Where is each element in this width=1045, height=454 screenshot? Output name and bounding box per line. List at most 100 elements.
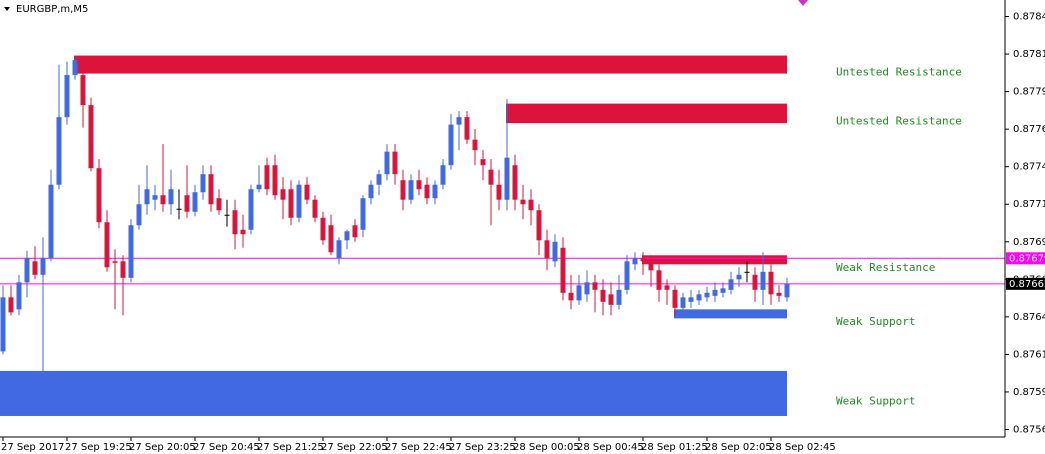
y-tick-label: 0.87765 (1013, 124, 1045, 135)
x-tick-label: 28 Sep 02:05 (705, 442, 772, 453)
candle-body (696, 294, 702, 301)
zone-label: Untested Resistance (836, 114, 962, 127)
candle-body (752, 274, 758, 290)
x-tick-label: 28 Sep 00:45 (577, 442, 644, 453)
x-tick-label: 28 Sep 02:45 (769, 442, 836, 453)
candle-body (456, 117, 462, 125)
candle-body (288, 189, 294, 218)
candle-body (376, 174, 382, 185)
candle-body (472, 139, 478, 151)
price-label: 0.87662 (1009, 279, 1045, 290)
candle-body (264, 165, 270, 190)
menu-arrow[interactable] (4, 7, 10, 11)
candle-body (664, 285, 670, 290)
candle-body (8, 297, 14, 313)
candle-body (320, 217, 326, 241)
candle-body (672, 289, 678, 308)
candle-body (208, 174, 214, 205)
candle-body (360, 198, 366, 230)
candle-body (640, 258, 646, 262)
candle-body (584, 282, 590, 295)
candle-body (256, 184, 262, 190)
candle-body (512, 165, 518, 200)
candle-body (416, 180, 422, 190)
candle-body (504, 157, 510, 200)
zone (674, 309, 787, 319)
candle-body (552, 241, 558, 262)
x-tick-label: 28 Sep 01:25 (641, 442, 708, 453)
x-tick-label: 28 Sep 00:05 (513, 442, 580, 453)
candle-body (712, 289, 718, 296)
candle-body (448, 124, 454, 166)
y-tick-label: 0.87715 (1013, 199, 1045, 210)
candle-body (616, 289, 622, 305)
candle-body (400, 180, 406, 200)
candle-body (232, 210, 238, 235)
candle-body (72, 60, 78, 76)
candle-body (432, 184, 438, 199)
chart-title: EURGBP,m,M5 (16, 4, 88, 15)
candle-body (0, 297, 6, 352)
candle-body (40, 258, 46, 275)
candle-body (144, 189, 150, 205)
candle-body (176, 208, 182, 210)
candle-body (224, 214, 230, 216)
candle-body (600, 289, 606, 302)
zone-label: Weak Resistance (836, 261, 935, 274)
candle-body (240, 229, 246, 235)
candle-body (720, 288, 726, 293)
candle-body (768, 271, 774, 295)
candle-body (120, 261, 126, 278)
x-tick-label: 27 Sep 20:45 (193, 442, 260, 453)
candle-body (328, 225, 334, 253)
candle-body (16, 282, 22, 310)
candle-body (352, 225, 358, 238)
candle-body (536, 210, 542, 241)
candle-body (168, 189, 174, 205)
candle-body (344, 231, 350, 241)
zone (506, 103, 787, 124)
candle-body (760, 271, 766, 290)
candle-body (88, 105, 94, 169)
candle-body (200, 174, 206, 193)
candle-body (80, 75, 86, 106)
candle-body (688, 297, 694, 302)
candle-body (336, 240, 342, 259)
x-tick-label: 27 Sep 22:05 (321, 442, 388, 453)
candle-body (64, 75, 70, 118)
candle-body (680, 297, 686, 308)
candle-body (480, 159, 486, 166)
price-label: 0.87679 (1009, 253, 1045, 264)
zone (74, 55, 787, 74)
candle-body (776, 292, 782, 296)
price-label-bg (1006, 252, 1045, 265)
x-tick-label: 27 Sep 20:05 (129, 442, 196, 453)
candle-body (56, 117, 62, 185)
candle-body (568, 292, 574, 301)
candle-body (704, 292, 710, 298)
x-tick-label: 27 Sep 19:25 (65, 442, 132, 453)
candle-body (248, 189, 254, 230)
zone (0, 370, 787, 416)
candle-body (216, 198, 222, 211)
x-tick-label: 27 Sep 23:25 (449, 442, 516, 453)
candle-body (728, 279, 734, 290)
candle-body (736, 274, 742, 280)
y-tick-label: 0.87815 (1013, 49, 1045, 60)
zone (642, 255, 787, 265)
candle-body (464, 117, 470, 140)
candle-body (624, 261, 630, 290)
candle-body (544, 240, 550, 259)
candle-body (128, 225, 134, 278)
candle-body (136, 204, 142, 226)
candle-body (648, 261, 654, 271)
x-tick-label: 27 Sep 2017 (1, 442, 64, 453)
price-label-bg (1006, 277, 1045, 290)
candle-body (112, 261, 118, 263)
